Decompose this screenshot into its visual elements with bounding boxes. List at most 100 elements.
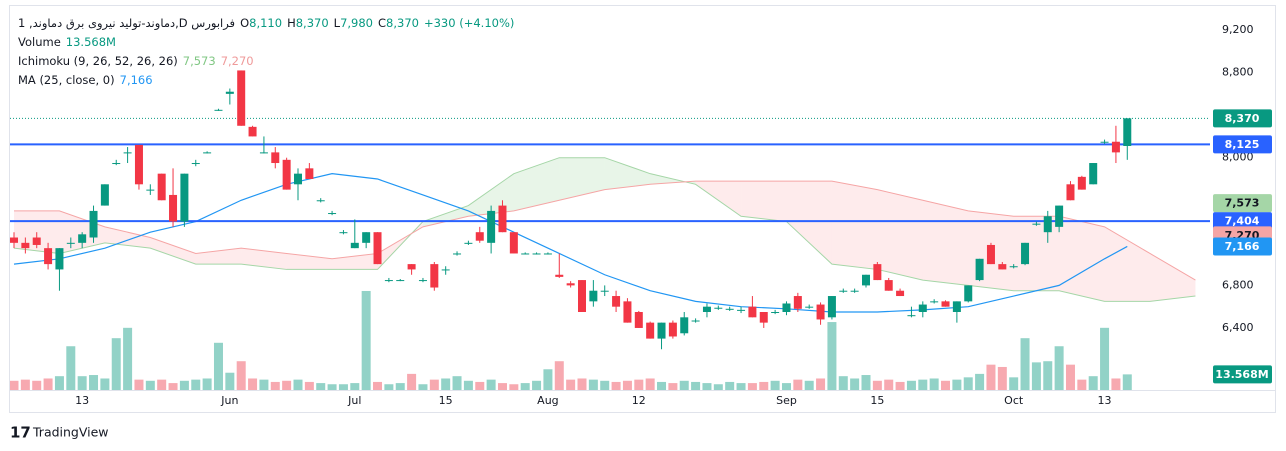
volume-bar	[1009, 377, 1019, 390]
cloud-segment	[831, 181, 878, 270]
candle-body	[839, 290, 848, 292]
x-tick-label: Oct	[1004, 394, 1024, 407]
candle-body	[44, 248, 53, 265]
brand-logo: 𝟭𝟳	[10, 424, 31, 442]
candle-body	[112, 163, 121, 165]
volume-bar	[270, 381, 280, 390]
volume-bar	[520, 383, 530, 390]
cloud-segment	[513, 157, 560, 211]
volume-bar	[872, 380, 882, 390]
candle-body	[100, 184, 109, 206]
legend-row: Volume 13.568M	[18, 33, 519, 52]
volume-bar	[543, 369, 553, 390]
volume-bar	[713, 384, 723, 390]
candle-body	[248, 126, 257, 137]
volume-bar	[554, 361, 564, 390]
y-tick-label: 8,000	[1222, 151, 1254, 164]
candle-body	[896, 290, 905, 297]
volume-bar	[134, 379, 144, 390]
candle-body	[748, 306, 757, 318]
volume-bar	[475, 381, 485, 390]
cloud-segment	[1013, 216, 1060, 291]
cloud-segment	[741, 181, 787, 222]
c-label: C	[378, 16, 387, 30]
volume-bar	[77, 376, 87, 390]
x-tick-label: 13	[1098, 394, 1112, 407]
cloud-segment	[922, 200, 969, 286]
span-b-line	[14, 180, 1196, 281]
candle-body	[21, 242, 30, 249]
candle-body	[441, 269, 450, 271]
volume-bar	[679, 380, 689, 390]
volume-bar	[213, 342, 223, 390]
volume-bar	[123, 327, 133, 390]
candle-body	[975, 258, 984, 281]
volume-bar	[373, 381, 383, 390]
span-a-line	[13, 157, 1196, 302]
candle-body	[816, 304, 825, 320]
legend: 1 ,دماوند-تولید نیروی برق دماوند,D فرابو…	[18, 14, 519, 90]
volume-bar	[804, 380, 814, 390]
candle-body	[771, 311, 780, 313]
volume-bar	[43, 378, 53, 390]
volume-bar	[168, 383, 178, 390]
volume-bar	[1122, 374, 1132, 390]
candle-body	[930, 301, 939, 303]
x-tick-label: 15	[439, 394, 453, 407]
volume-bar	[248, 378, 258, 390]
volume-bar	[850, 378, 860, 390]
price-tag-label: 8,370	[1225, 112, 1260, 125]
candle-body	[373, 232, 382, 265]
volume-bar	[111, 338, 121, 390]
ichimoku-b: 7,270	[220, 54, 254, 68]
candle-body	[805, 306, 814, 308]
candle-body	[134, 144, 143, 185]
candle-body	[350, 242, 359, 249]
candle-body	[316, 200, 325, 202]
cloud-segment	[1104, 226, 1150, 302]
y-tick-label: 6,400	[1222, 321, 1254, 334]
volume-bar	[259, 379, 269, 390]
cloud-segment	[786, 181, 832, 265]
price-tag-label: 7,404	[1225, 215, 1260, 228]
cloud-segment	[1150, 253, 1196, 302]
volume-bar	[975, 373, 985, 390]
candle-body	[430, 264, 439, 288]
volume-bar	[316, 383, 326, 390]
candle-body	[668, 322, 677, 337]
candle-body	[498, 205, 507, 233]
candle-body	[282, 159, 291, 190]
volume-bar	[407, 373, 417, 390]
candle-body	[714, 307, 723, 309]
volume-bar	[566, 379, 576, 390]
candle-body	[1089, 163, 1098, 185]
candle-body	[737, 309, 746, 311]
volume-bar	[293, 379, 303, 390]
volume-bar	[66, 346, 76, 390]
candle-body	[998, 264, 1007, 270]
volume-bar	[997, 366, 1007, 390]
candle-body	[691, 320, 700, 322]
candle-body	[532, 253, 541, 255]
candle-body	[873, 264, 882, 281]
volume-bar	[861, 375, 871, 390]
candle-body	[225, 91, 234, 94]
volume-bar	[600, 380, 610, 390]
volume-bar	[577, 378, 587, 390]
candle-body	[600, 290, 609, 292]
volume-bar	[361, 290, 371, 390]
candle-body	[941, 301, 950, 307]
candle-body	[396, 280, 405, 282]
volume-bar	[145, 380, 155, 390]
candle-body	[986, 244, 995, 265]
x-tick-label: 13	[75, 394, 89, 407]
volume-label: Volume	[18, 35, 61, 49]
candle-body	[271, 152, 280, 164]
candle-body	[328, 213, 337, 215]
volume-bar	[191, 379, 201, 390]
volume-bar	[725, 381, 735, 390]
candle-body	[793, 296, 802, 309]
price-tag	[1213, 365, 1272, 384]
candle-body	[259, 152, 268, 154]
